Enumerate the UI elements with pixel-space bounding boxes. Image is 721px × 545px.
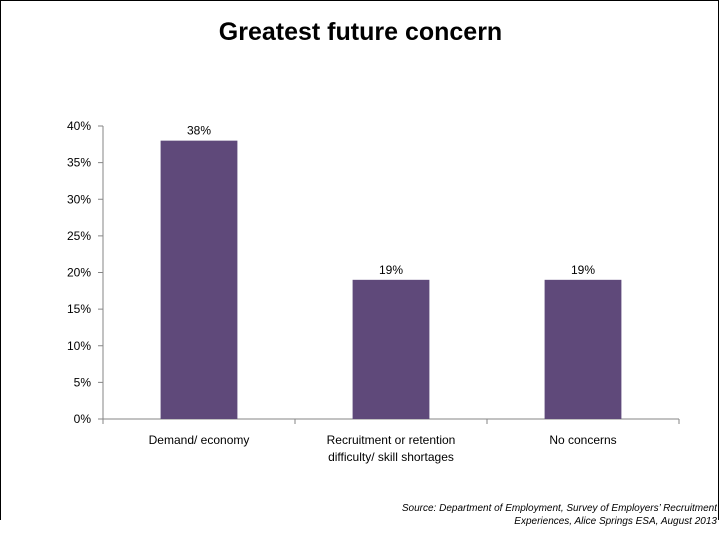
bars: 38% 19% 19% <box>161 124 622 419</box>
bar <box>545 280 622 419</box>
category-label: difficulty/ skill shortages <box>328 450 454 464</box>
y-tick-label: 40% <box>67 119 91 133</box>
bar-chart: 0% 5% 10% 15% 20% 25% 30% 35% 40% Demand/ econom… <box>0 0 721 520</box>
y-tick-label: 10% <box>67 339 91 353</box>
y-tick-label: 15% <box>67 302 91 316</box>
y-tick-label: 20% <box>67 266 91 280</box>
y-axis: 0% 5% 10% 15% 20% 25% 30% 35% 40% <box>67 119 103 426</box>
y-tick-label: 35% <box>67 156 91 170</box>
bar <box>161 141 238 419</box>
data-label: 19% <box>379 263 403 277</box>
y-tick-label: 0% <box>74 412 92 426</box>
source-line-2: Experiences, Alice Springs ESA, August 2… <box>297 515 717 528</box>
source-line-1: Source: Department of Employment, Survey… <box>297 502 717 515</box>
x-axis: Demand/ economy Recruitment or retention d… <box>103 419 679 464</box>
data-label: 19% <box>571 263 595 277</box>
y-tick-label: 25% <box>67 229 91 243</box>
category-label: Demand/ economy <box>149 433 250 447</box>
y-tick-label: 30% <box>67 192 91 206</box>
data-label: 38% <box>187 124 211 138</box>
category-label: Recruitment or retention <box>327 433 456 447</box>
bar <box>353 280 430 419</box>
source-note: Source: Department of Employment, Survey… <box>297 502 717 528</box>
category-label: No concerns <box>549 433 616 447</box>
y-tick-label: 5% <box>74 375 92 389</box>
